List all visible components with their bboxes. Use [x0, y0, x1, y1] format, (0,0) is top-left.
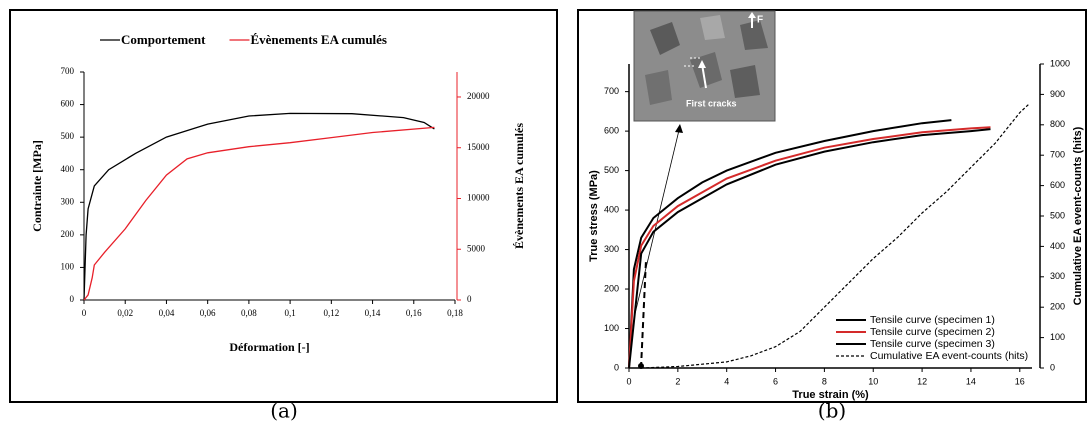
y2-axis-title: Cumulative EA event-counts (hits)	[1072, 126, 1084, 305]
y-tick-label: 0	[614, 362, 619, 372]
x-tick-label: 0,08	[241, 308, 257, 318]
legend-label: Comportement	[121, 32, 206, 47]
y2-tick-label: 100	[1050, 332, 1065, 342]
y2-tick-label: 800	[1050, 119, 1065, 129]
y-tick-label: 200	[61, 229, 75, 239]
legend-label: Tensile curve (specimen 1)	[870, 314, 995, 326]
series-line	[628, 128, 991, 369]
annotation: F	[757, 15, 763, 26]
y-tick-label: 500	[61, 131, 75, 141]
y-tick-label: 0	[70, 294, 75, 304]
series-line	[83, 126, 435, 301]
legend-label: Tensile curve (specimen 2)	[870, 326, 995, 338]
x-axis-title: Déformation [-]	[229, 340, 309, 354]
y2-tick-label: 15000	[467, 142, 490, 152]
annotation: First cracks	[686, 98, 737, 108]
x-tick-label: 10	[868, 376, 878, 386]
legend-label: Cumulative EA event-counts (hits)	[870, 350, 1028, 362]
y2-tick-label: 300	[1050, 271, 1065, 281]
y-axis-title: True stress (MPa)	[588, 170, 600, 262]
panel-border	[9, 9, 558, 403]
series-line	[628, 126, 991, 369]
y-tick-label: 400	[61, 164, 75, 174]
y-tick-label: 600	[604, 125, 619, 135]
x-tick-label: 0,18	[447, 308, 463, 318]
figure-label: (a)	[270, 399, 298, 423]
x-tick-label: 0	[82, 308, 87, 318]
y-tick-label: 600	[61, 99, 75, 109]
legend-label: Évènements EA cumulés	[250, 32, 387, 47]
y2-tick-label: 20000	[467, 91, 490, 101]
y2-tick-label: 200	[1050, 302, 1065, 312]
inset-photo	[633, 10, 776, 122]
y2-tick-label: 1000	[1050, 58, 1070, 68]
y-axis-title: Contrainte [MPa]	[30, 140, 44, 232]
x-tick-label: 0,04	[159, 308, 175, 318]
series-line	[83, 112, 435, 301]
x-tick-label: 0,1	[284, 308, 295, 318]
y-tick-label: 100	[604, 323, 619, 333]
y2-tick-label: 5000	[467, 243, 486, 253]
x-tick-label: 14	[966, 376, 976, 386]
y-tick-label: 700	[604, 86, 619, 96]
y2-tick-label: 400	[1050, 241, 1065, 251]
y2-tick-label: 500	[1050, 210, 1065, 220]
y2-tick-label: 600	[1050, 180, 1065, 190]
x-tick-label: 0,14	[365, 308, 381, 318]
x-tick-label: 4	[724, 376, 729, 386]
series-line	[628, 119, 952, 369]
y2-tick-label: 0	[1050, 362, 1055, 372]
y2-axis-title: Évènements EA cumulés	[512, 123, 526, 249]
x-tick-label: 0,02	[117, 308, 133, 318]
series-line	[641, 103, 1031, 369]
y-tick-label: 400	[604, 204, 619, 214]
y-tick-label: 300	[604, 244, 619, 254]
x-tick-label: 0	[626, 376, 631, 386]
y-tick-label: 700	[61, 66, 75, 76]
x-axis-title: True strain (%)	[792, 389, 869, 401]
x-tick-label: 0,06	[200, 308, 216, 318]
y2-tick-label: 10000	[467, 193, 490, 203]
x-tick-label: 0,16	[406, 308, 422, 318]
y-tick-label: 300	[61, 196, 75, 206]
panel-b: 0 2 4 6 8 10 12 14 16 0 100 200 300 400 500 600 700 0 100 2…	[577, 9, 1087, 403]
first-crack-line	[640, 259, 647, 369]
x-tick-label: 6	[773, 376, 778, 386]
y2-tick-label: 0	[467, 294, 472, 304]
y2-tick-label: 700	[1050, 150, 1065, 160]
legend-label: Tensile curve (specimen 3)	[870, 338, 995, 350]
x-tick-label: 12	[917, 376, 927, 386]
x-tick-label: 8	[822, 376, 827, 386]
y2-tick-label: 900	[1050, 89, 1065, 99]
x-tick-label: 16	[1015, 376, 1025, 386]
y-tick-label: 200	[604, 283, 619, 293]
x-tick-label: 0,12	[323, 308, 339, 318]
panel-a: 0 0,02 0,04 0,06 0,08 0,1 0,12 0,14 0,16 0,18 0 100…	[9, 9, 558, 403]
figure-label: (b)	[818, 399, 846, 423]
y-tick-label: 100	[61, 261, 75, 271]
x-tick-label: 2	[675, 376, 680, 386]
y-tick-label: 500	[604, 165, 619, 175]
